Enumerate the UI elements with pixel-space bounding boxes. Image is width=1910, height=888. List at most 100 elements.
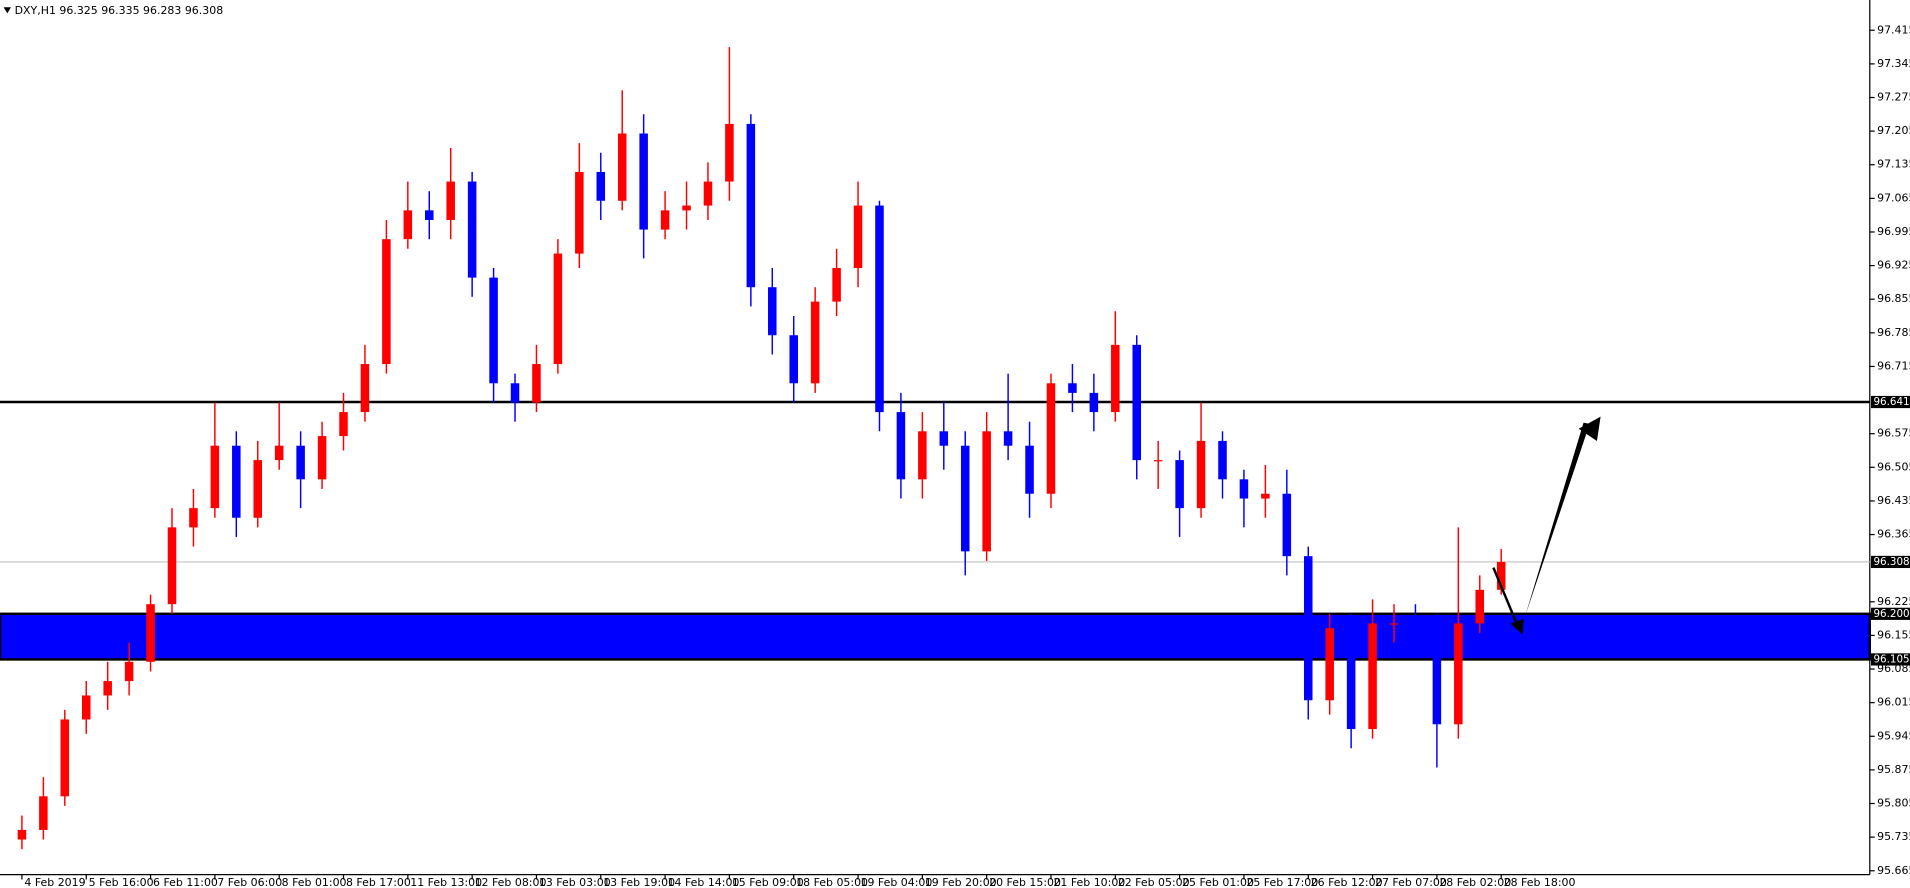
candle-body — [210, 445, 220, 509]
level-label: 96.641 — [1873, 396, 1909, 408]
candle-body — [1025, 445, 1034, 494]
candle-body — [1068, 383, 1077, 393]
y-tick-label: 96.365 — [1877, 528, 1910, 541]
last-price-label-box — [1871, 555, 1910, 569]
candle-body — [382, 239, 391, 365]
x-tick-label: 20 Feb 15:00 — [989, 876, 1061, 888]
y-tick-label: 97.415 — [1877, 23, 1910, 36]
y-tick-label: 95.875 — [1877, 763, 1910, 776]
chart-title: DXY,H1 96.325 96.335 96.283 96.308 — [15, 4, 224, 17]
arrow-head — [1578, 416, 1601, 441]
candle-body — [1475, 589, 1485, 624]
candle-body — [1003, 431, 1013, 446]
x-tick-label: 7 Feb 06:00 — [217, 876, 282, 888]
candle-body — [553, 253, 563, 365]
x-tick-label: 8 Feb 01:00 — [282, 876, 347, 888]
y-tick-label: 96.225 — [1877, 595, 1910, 608]
candle-body — [532, 364, 541, 403]
candle-body — [832, 267, 841, 302]
candle-body — [296, 445, 305, 480]
candle-body — [682, 205, 691, 211]
candle-body — [1303, 556, 1313, 701]
candle-body — [725, 123, 734, 182]
x-tick-label: 25 Feb 17:00 — [1246, 876, 1318, 888]
x-tick-label: 28 Feb 02:00 — [1439, 876, 1511, 888]
candle-body — [81, 695, 91, 720]
candle-body — [1153, 460, 1163, 462]
candle-body — [1454, 623, 1463, 725]
x-tick-label: 13 Feb 03:00 — [539, 876, 611, 888]
x-tick-label: 4 Feb 2019 — [24, 876, 85, 888]
candle-body — [1239, 479, 1249, 499]
candle-body — [17, 829, 27, 840]
candle-body — [1196, 440, 1206, 509]
y-tick-label: 95.735 — [1877, 830, 1910, 843]
x-tick-label: 14 Feb 14:00 — [668, 876, 740, 888]
candle-body — [403, 210, 413, 240]
zone-high-label: 96.200 — [1873, 608, 1909, 620]
y-tick-label: 96.785 — [1877, 326, 1910, 339]
candle-body — [103, 681, 112, 696]
candle-body — [1261, 493, 1270, 499]
arrow-head — [1510, 618, 1524, 635]
candle-body — [810, 301, 820, 384]
x-tick-label: 13 Feb 19:00 — [603, 876, 675, 888]
candle-body — [575, 171, 584, 254]
candle-body — [875, 205, 884, 413]
x-tick-label: 27 Feb 07:00 — [1375, 876, 1447, 888]
x-tick-label: 6 Feb 11:00 — [153, 876, 218, 888]
y-tick-label: 96.715 — [1877, 359, 1910, 372]
x-tick-label: 12 Feb 08:00 — [475, 876, 547, 888]
candle-body — [1175, 460, 1184, 509]
x-tick-label: 26 Feb 12:00 — [1311, 876, 1383, 888]
candle-body — [1218, 440, 1227, 480]
candle-body — [467, 181, 477, 278]
candle-body — [939, 431, 949, 446]
candle-body — [124, 661, 134, 682]
x-tick-label: 19 Feb 04:00 — [860, 876, 932, 888]
arrow-down — [1492, 567, 1519, 627]
candle-body — [1432, 628, 1442, 725]
level-label-box — [1871, 395, 1910, 409]
candle-body — [1368, 623, 1377, 730]
candle-body — [1111, 344, 1120, 413]
candle-body — [360, 364, 370, 413]
y-tick-label: 96.155 — [1877, 628, 1910, 641]
candle-body — [1089, 392, 1099, 413]
y-tick-label: 96.435 — [1877, 494, 1910, 507]
candle-body — [146, 604, 155, 662]
y-tick-label: 96.995 — [1877, 225, 1910, 238]
x-tick-label: 22 Feb 05:00 — [1118, 876, 1190, 888]
zone-low-label: 96.105 — [1873, 653, 1909, 665]
x-tick-label: 19 Feb 20:00 — [925, 876, 997, 888]
zone-high-label-box — [1871, 607, 1910, 620]
x-tick-label: 21 Feb 10:00 — [1053, 876, 1125, 888]
x-tick-label: 18 Feb 05:00 — [796, 876, 868, 888]
candle-body — [703, 181, 713, 206]
y-tick-label: 97.345 — [1877, 57, 1910, 70]
x-tick-label: 11 Feb 13:00 — [410, 876, 482, 888]
candle-body — [510, 383, 520, 403]
candle-body — [639, 133, 648, 230]
y-tick-label: 96.015 — [1877, 696, 1910, 709]
y-tick-label: 97.275 — [1877, 90, 1910, 103]
candle-body — [789, 335, 798, 384]
candle-body — [1496, 561, 1506, 590]
x-tick-label: 5 Feb 16:00 — [89, 876, 154, 888]
y-tick-label: 96.855 — [1877, 292, 1910, 305]
last-price-label: 96.308 — [1873, 556, 1909, 568]
candle-body — [982, 431, 991, 552]
candle-body — [596, 171, 606, 201]
candle-body — [960, 445, 970, 552]
candle-body — [317, 436, 327, 480]
arrow-up — [1525, 422, 1590, 617]
candle-body — [60, 719, 70, 797]
candle-body — [918, 431, 927, 480]
candle-body — [1132, 344, 1142, 461]
y-tick-label: 95.805 — [1877, 797, 1910, 810]
y-tick-label: 97.065 — [1877, 191, 1910, 204]
support-zone — [0, 612, 1872, 661]
x-tick-label: 28 Feb 18:00 — [1504, 876, 1576, 888]
